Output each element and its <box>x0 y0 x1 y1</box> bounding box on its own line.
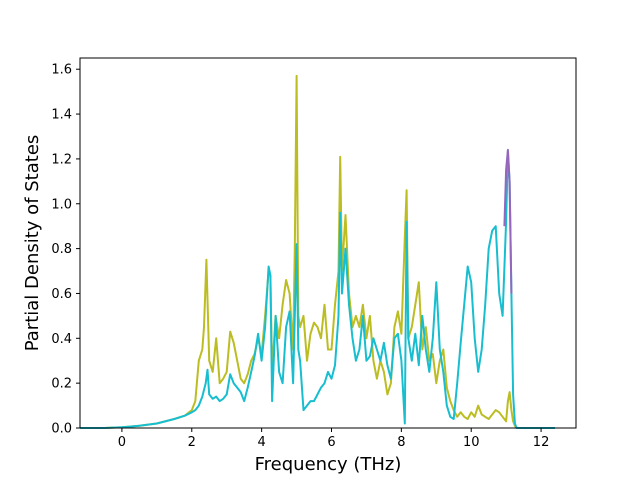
x-tick-label: 8 <box>397 435 405 450</box>
x-tick-label: 12 <box>533 435 550 450</box>
series-layer <box>80 74 555 429</box>
y-tick-label: 1.6 <box>51 63 72 78</box>
y-tick-label: 0.4 <box>51 332 72 347</box>
y-tick-label: 0.6 <box>51 287 72 302</box>
x-axis-title: Frequency (THz) <box>255 454 402 475</box>
pdos-series-line-1 <box>80 74 555 429</box>
y-axis: 0.0 0.2 0.4 0.6 0.8 1.0 1.2 1.4 1.6 <box>51 63 80 437</box>
y-tick-label: 0.8 <box>51 242 72 257</box>
plot-frame <box>79 57 577 429</box>
pdos-series-line-2 <box>80 151 555 429</box>
x-tick-label: 2 <box>188 435 196 450</box>
y-tick-label: 1.0 <box>51 197 72 212</box>
x-tick-label: 0 <box>118 435 126 450</box>
y-tick-label: 1.2 <box>51 152 72 167</box>
x-axis: 0 2 4 6 8 10 12 <box>118 428 550 450</box>
y-tick-label: 0.2 <box>51 377 72 392</box>
pdos-series-line-3 <box>503 148 513 294</box>
y-tick-label: 0.0 <box>51 422 72 437</box>
y-axis-title: Partial Density of States <box>22 135 43 352</box>
plot-background <box>80 58 576 428</box>
x-tick-label: 10 <box>463 435 480 450</box>
x-tick-label: 6 <box>327 435 335 450</box>
y-tick-label: 1.4 <box>51 108 72 123</box>
x-tick-label: 4 <box>257 435 265 450</box>
